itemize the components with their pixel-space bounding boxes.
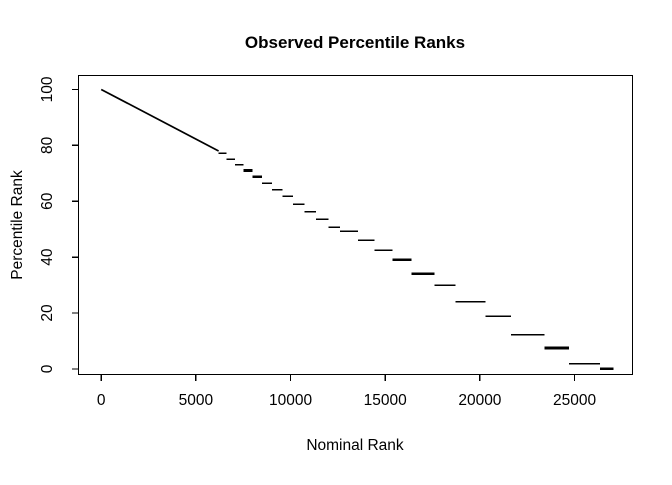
y-tick-label: 100: [39, 76, 56, 102]
y-axis-ticks: 0 20 40 60 80 100: [39, 76, 79, 373]
x-axis-label: Nominal Rank: [306, 437, 404, 454]
y-axis-label: Percentile Rank: [9, 170, 26, 280]
x-tick-label: 5000: [179, 392, 214, 409]
data-series: [100, 88, 614, 371]
x-tick-label: 0: [97, 392, 106, 409]
x-tick-label: 25000: [553, 392, 596, 409]
y-tick-label: 40: [39, 248, 56, 266]
x-axis-ticks: 0 5000 10000 15000 20000 25000: [97, 374, 596, 409]
x-tick-label: 15000: [364, 392, 407, 409]
y-tick-label: 60: [39, 192, 56, 210]
y-tick-label: 20: [39, 304, 56, 322]
plot-box: [77, 74, 634, 376]
x-tick-label: 20000: [458, 392, 501, 409]
x-tick-label: 10000: [269, 392, 312, 409]
chart-title: Observed Percentile Ranks: [245, 33, 465, 52]
y-tick-label: 0: [39, 364, 56, 373]
dense-rank-ramp: [100, 88, 220, 152]
y-tick-label: 80: [39, 136, 56, 154]
